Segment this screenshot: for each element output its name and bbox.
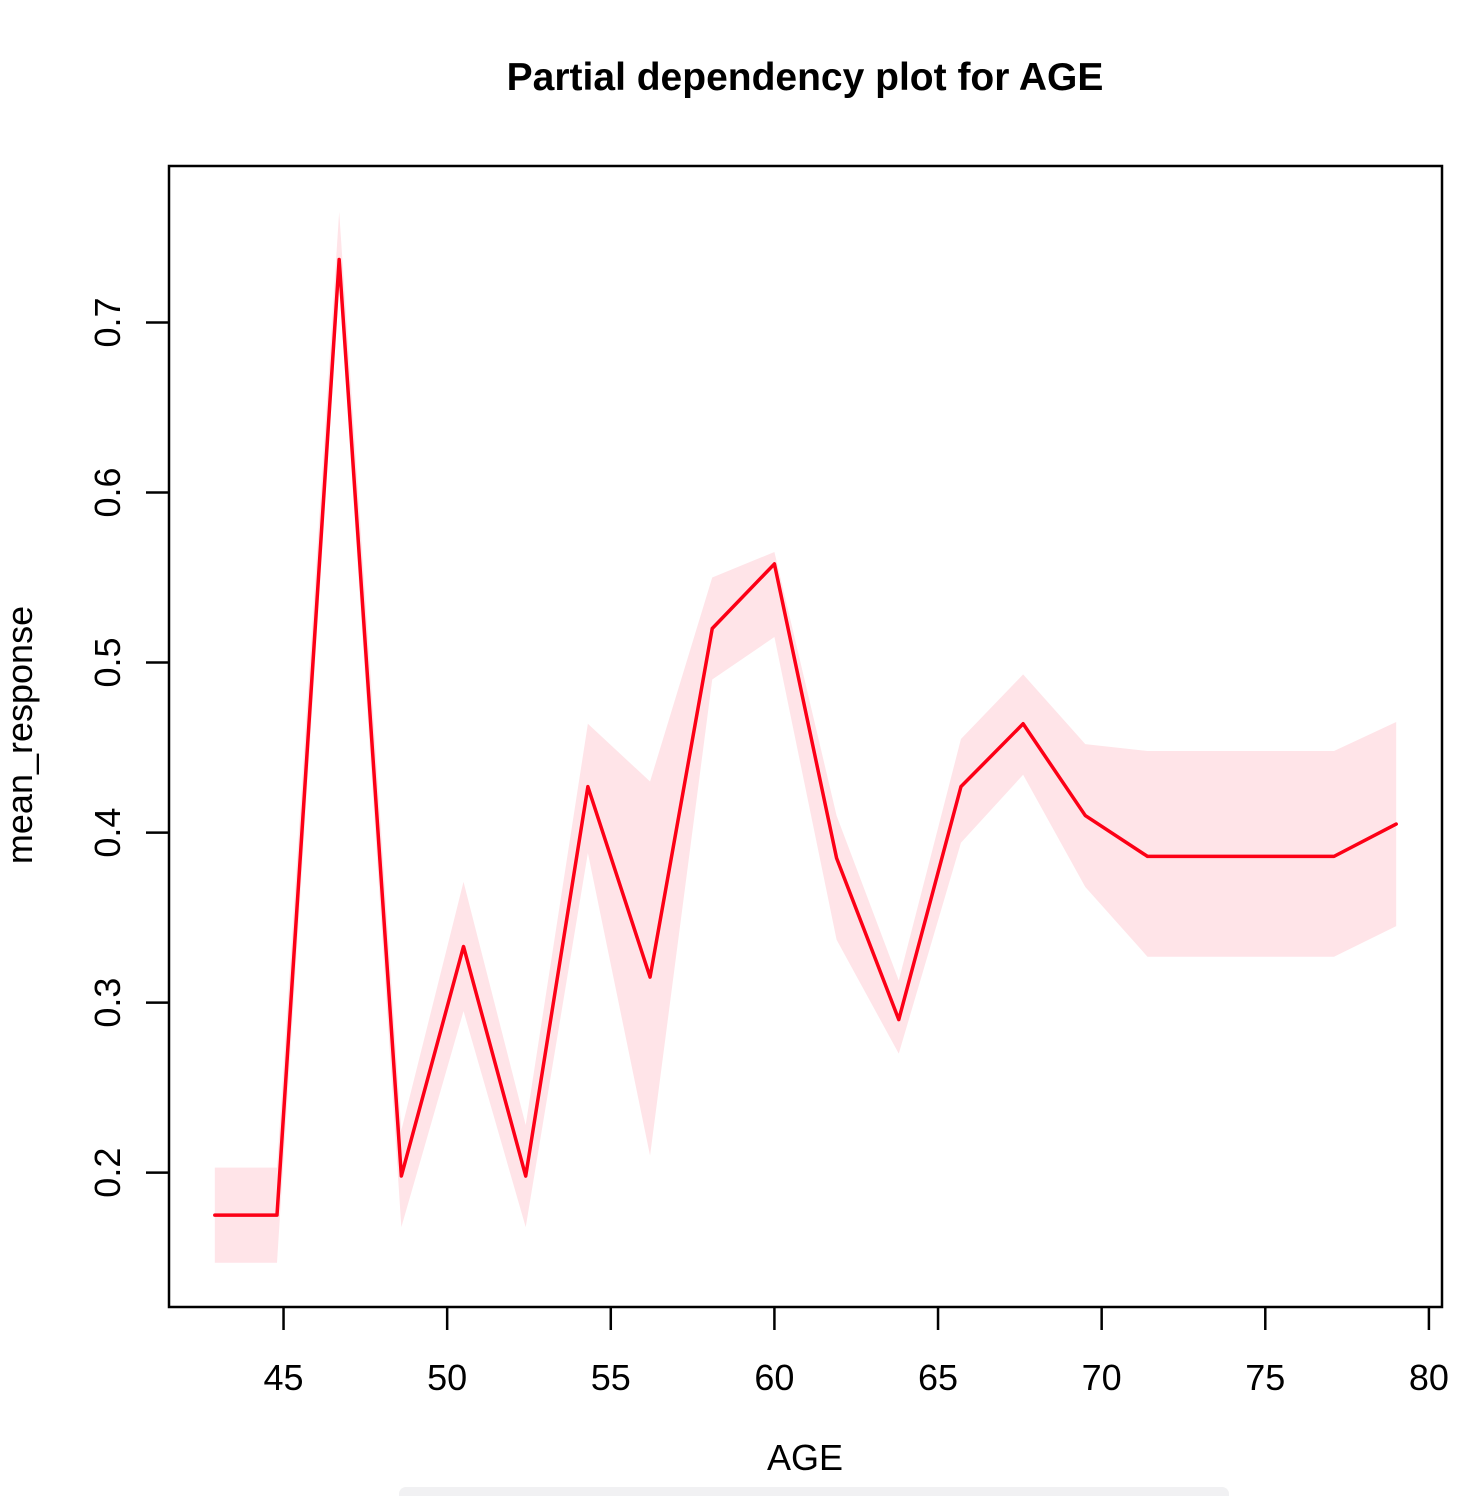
confidence-band-polygon [214,211,1397,1263]
x-tick-label: 65 [918,1357,958,1398]
chart-title: Partial dependency plot for AGE [507,56,1104,99]
x-axis-label: AGE [767,1437,843,1478]
y-tick-label: 0.6 [87,467,128,517]
y-axis: 0.2 0.3 0.4 0.5 0.6 0.7 [87,297,169,1198]
x-tick-label: 75 [1245,1357,1285,1398]
x-tick-label: 50 [427,1357,467,1398]
y-tick-label: 0.7 [87,297,128,347]
y-tick-label: 0.2 [87,1148,128,1198]
x-axis: 45 50 55 60 65 70 75 80 [264,1307,1449,1398]
y-tick-label: 0.5 [87,638,128,688]
x-tick-label: 60 [754,1357,794,1398]
y-tick-label: 0.3 [87,978,128,1028]
y-axis-label: mean_response [0,606,40,864]
x-tick-label: 55 [591,1357,631,1398]
mean-response-polyline [213,257,1398,1217]
x-tick-label: 70 [1082,1357,1122,1398]
horizontal-scrollbar-thumb[interactable] [399,1487,1229,1496]
x-tick-label: 80 [1409,1357,1449,1398]
mean-response-line [213,257,1398,1217]
x-tick-label: 45 [264,1357,304,1398]
y-tick-label: 0.4 [87,808,128,858]
plot-frame [167,164,1444,1309]
confidence-band [214,211,1397,1263]
